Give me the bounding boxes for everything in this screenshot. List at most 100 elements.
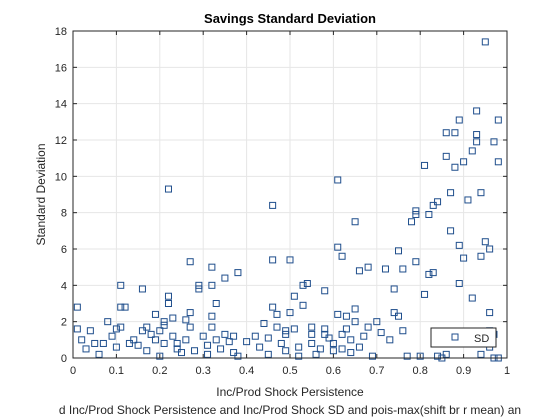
data-point (195, 285, 203, 293)
chart-title: Savings Standard Deviation (204, 11, 376, 26)
data-point (351, 318, 359, 326)
data-point (447, 189, 455, 197)
data-point (121, 303, 129, 311)
data-point (173, 339, 181, 347)
data-point (117, 303, 125, 311)
x-tick-label: 1 (504, 365, 510, 377)
legend-marker-square (451, 333, 459, 341)
data-point (303, 280, 311, 288)
y-tick-label: 0 (61, 353, 67, 365)
data-point (82, 345, 90, 353)
data-point (182, 336, 190, 344)
data-point (451, 163, 459, 171)
data-point (251, 332, 259, 340)
data-point (473, 138, 481, 146)
data-point (78, 336, 86, 344)
data-point (338, 330, 346, 338)
data-point (434, 352, 442, 360)
data-point (421, 161, 429, 169)
data-point (112, 343, 120, 351)
data-point (99, 339, 107, 347)
data-point (299, 281, 307, 289)
data-point (208, 263, 216, 271)
data-point (199, 332, 207, 340)
data-point (377, 329, 385, 337)
data-point (264, 334, 272, 342)
data-point (342, 325, 350, 333)
data-point (230, 349, 238, 357)
data-point (412, 210, 420, 218)
data-point (164, 300, 172, 307)
x-tick-label: 0.9 (456, 365, 471, 377)
data-point (117, 281, 125, 289)
data-point (225, 338, 233, 346)
data-point (403, 352, 411, 360)
x-tick-label: 0.6 (326, 365, 341, 377)
y-tick-label: 12 (55, 135, 67, 147)
y-tick-label: 18 (55, 26, 67, 38)
x-tick-label: 0.7 (369, 365, 384, 377)
data-point (221, 274, 229, 282)
data-point (399, 327, 407, 335)
x-tick-label: 0.1 (109, 365, 124, 377)
data-point (269, 256, 277, 264)
data-point (125, 339, 133, 347)
data-point (86, 327, 94, 335)
data-point (451, 129, 459, 137)
data-point (208, 312, 216, 320)
data-point (186, 258, 194, 266)
y-tick-label: 10 (55, 171, 67, 183)
data-point (164, 292, 172, 300)
data-point (355, 267, 363, 275)
data-point (473, 131, 481, 139)
data-point (134, 341, 142, 349)
data-point (156, 352, 164, 360)
x-tick-label: 0 (70, 365, 76, 377)
data-point (95, 350, 103, 358)
data-point (282, 327, 290, 335)
data-point (234, 352, 242, 360)
data-point (395, 247, 402, 255)
y-tick-label: 6 (61, 244, 67, 256)
data-point (264, 350, 272, 358)
data-point (490, 138, 498, 146)
figure-caption: d Inc/Prod Shock Persistence and Inc/Pro… (59, 403, 521, 417)
data-point (73, 303, 81, 311)
data-point (390, 309, 398, 317)
legend-entry-label: SD (474, 333, 489, 345)
data-point (286, 256, 294, 264)
data-point (477, 189, 485, 197)
data-point (386, 336, 394, 344)
x-tick-label: 0.3 (196, 365, 211, 377)
y-axis-label: Standard Deviation (34, 143, 48, 245)
data-point (429, 269, 437, 277)
data-point (312, 350, 320, 358)
data-point (151, 336, 159, 344)
data-point (329, 339, 337, 347)
data-point (464, 196, 472, 204)
data-point (334, 310, 342, 318)
data-point (329, 347, 337, 355)
data-point (151, 310, 159, 318)
data-point (308, 323, 316, 331)
data-point (169, 332, 177, 340)
data-point (290, 325, 298, 333)
data-point (91, 339, 99, 347)
data-point (421, 290, 429, 298)
data-point (316, 345, 324, 353)
data-point (282, 347, 290, 355)
data-point (208, 323, 216, 331)
y-tick-label: 14 (55, 99, 67, 111)
data-point (477, 350, 485, 358)
data-point (212, 336, 220, 344)
data-point (138, 327, 146, 335)
x-tick-label: 0.2 (152, 365, 167, 377)
data-point (156, 327, 164, 335)
data-point (290, 292, 298, 300)
data-point (355, 343, 363, 351)
data-point (364, 263, 372, 271)
data-point (221, 330, 229, 338)
data-point (455, 280, 463, 288)
data-point (104, 318, 112, 326)
data-point (486, 309, 494, 317)
